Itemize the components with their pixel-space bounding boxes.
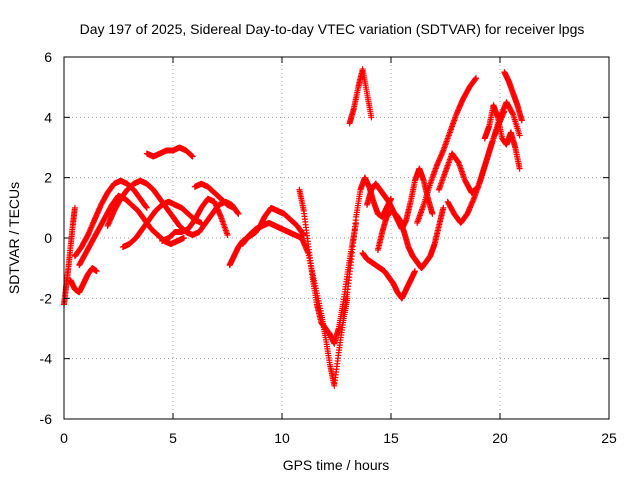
data-series	[414, 75, 480, 226]
data-point	[440, 204, 447, 211]
data-point	[224, 231, 231, 238]
axis-ticks	[63, 56, 610, 420]
data-point	[429, 210, 436, 217]
data-point	[368, 114, 375, 121]
data-series	[76, 192, 187, 269]
x-tick-label: 10	[274, 430, 290, 446]
y-tick-label: 2	[44, 170, 52, 186]
data-point	[516, 132, 523, 139]
x-tick-labels: 0 5 10 15 20 25	[60, 430, 617, 446]
data-series	[143, 144, 196, 160]
data-point	[235, 210, 242, 217]
y-tick-label: -6	[40, 411, 53, 427]
data-point	[93, 268, 100, 275]
x-tick-label: 15	[383, 430, 399, 446]
y-tick-labels: -6 -4 -2 0 2 4 6	[40, 49, 53, 427]
data-series	[61, 204, 78, 308]
y-axis-label: SDTVAR / TECUs	[6, 182, 22, 294]
y-tick-label: 4	[44, 109, 52, 125]
data-point	[516, 165, 523, 172]
x-tick-label: 20	[492, 430, 508, 446]
x-axis-label: GPS time / hours	[283, 457, 390, 473]
data-point	[473, 75, 480, 82]
data-series	[359, 250, 418, 302]
data-series	[501, 69, 525, 124]
data-series	[191, 180, 238, 211]
data-point	[180, 235, 187, 241]
data-point	[189, 153, 196, 160]
y-tick-label: 0	[44, 230, 52, 246]
data-point	[71, 204, 78, 211]
x-tick-label: 5	[169, 430, 177, 446]
chart-title: Day 197 of 2025, Sidereal Day-to-day VTE…	[80, 21, 585, 37]
y-tick-label: -2	[40, 290, 53, 306]
data-series	[239, 219, 351, 389]
data-point	[143, 204, 150, 211]
data-series	[67, 265, 100, 296]
data-point	[411, 268, 418, 275]
data-points	[61, 66, 525, 389]
x-tick-label: 0	[60, 430, 68, 446]
data-series	[374, 204, 447, 272]
data-point	[198, 219, 205, 226]
data-series	[159, 195, 231, 245]
data-point	[231, 204, 238, 211]
data-series	[104, 177, 242, 238]
y-tick-label: -4	[40, 351, 53, 367]
y-tick-label: 6	[44, 49, 52, 65]
data-series	[346, 66, 375, 127]
x-tick-label: 25	[601, 430, 617, 446]
data-point	[518, 117, 525, 124]
data-series	[481, 102, 523, 172]
